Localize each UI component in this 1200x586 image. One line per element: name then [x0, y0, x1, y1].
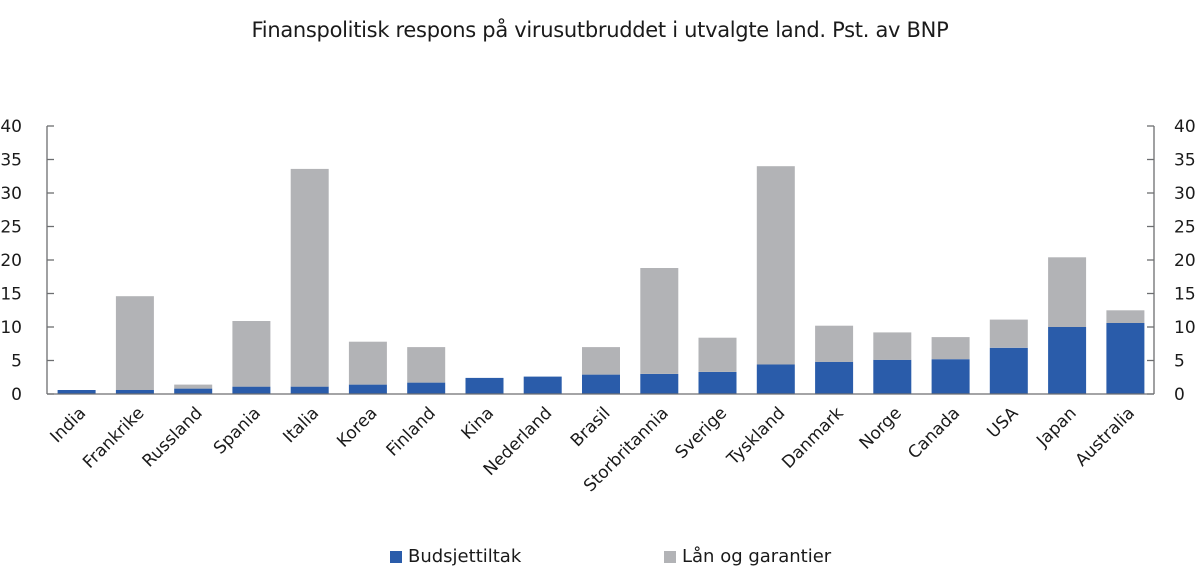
- x-tick-label-australia: Australia: [1072, 403, 1139, 470]
- legend-label-lan-og-garantier: Lån og garantier: [682, 546, 832, 567]
- x-tick-label-finland: Finland: [383, 403, 440, 460]
- bar-budsjettiltak-brasil: [582, 374, 620, 394]
- y-tick-label-right: 20: [1174, 251, 1196, 271]
- chart-title: Finanspolitisk respons på virusutbruddet…: [251, 18, 949, 42]
- y-tick-label-right: 35: [1174, 151, 1196, 171]
- y-tick-label-left: 5: [11, 352, 22, 372]
- y-tick-label-right: 10: [1174, 318, 1196, 338]
- x-tick-label-brasil: Brasil: [567, 403, 615, 451]
- bar-lan-og-garantier-tyskland: [756, 166, 795, 365]
- x-tick-label-usa: USA: [983, 403, 1022, 442]
- bar-lan-og-garantier-spania: [232, 321, 271, 387]
- x-tick-label-norge: Norge: [856, 403, 906, 453]
- bar-budsjettiltak-india: [57, 390, 96, 394]
- bar-lan-og-garantier-korea: [348, 341, 387, 385]
- y-tick-label-right: 25: [1174, 218, 1196, 238]
- legend-item-budsjettiltak: Budsjettiltak: [390, 546, 521, 567]
- y-tick-label-right: 0: [1174, 385, 1185, 405]
- legend: Budsjettiltak Lån og garantier: [0, 546, 1200, 576]
- bar-lan-og-garantier-italia: [290, 168, 329, 387]
- bar-lan-og-garantier-norge: [873, 332, 912, 360]
- bar-lan-og-garantier-finland: [407, 347, 446, 383]
- y-tick-label-left: 25: [0, 218, 22, 238]
- x-tick-label-sverige: Sverige: [671, 403, 731, 463]
- x-tick-label-spania: Spania: [210, 403, 265, 458]
- bar-lan-og-garantier-australia: [1106, 310, 1145, 323]
- y-tick-label-left: 30: [0, 184, 22, 204]
- bar-lan-og-garantier-usa: [989, 319, 1028, 348]
- x-tick-label-kina: Kina: [458, 403, 498, 443]
- y-tick-label-left: 0: [11, 385, 22, 405]
- bar-budsjettiltak-danmark: [815, 361, 854, 394]
- bar-budsjettiltak-frankrike: [115, 390, 154, 394]
- bar-lan-og-garantier-sverige: [698, 337, 737, 372]
- x-tick-label-italia: Italia: [279, 403, 323, 447]
- axes-group: [46, 125, 1155, 395]
- bar-budsjettiltak-finland: [407, 382, 446, 394]
- bar-budsjettiltak-australia: [1106, 323, 1145, 394]
- bar-budsjettiltak-spania: [232, 386, 271, 394]
- bar-budsjettiltak-korea: [348, 384, 387, 394]
- x-tick-label-canada: Canada: [904, 403, 964, 463]
- bar-budsjettiltak-kina: [465, 377, 504, 394]
- legend-item-lan-og-garantier: Lån og garantier: [664, 546, 831, 567]
- bar-lan-og-garantier-storbritannia: [640, 268, 679, 374]
- y-tick-label-right: 5: [1174, 352, 1185, 372]
- x-tick-label-india: India: [47, 403, 91, 447]
- bar-budsjettiltak-russland: [174, 388, 213, 394]
- x-tick-label-danmark: Danmark: [778, 403, 847, 472]
- legend-swatch-budsjettiltak: [390, 550, 402, 563]
- y-tick-label-right: 15: [1174, 285, 1196, 305]
- bar-budsjettiltak-canada: [931, 359, 970, 394]
- bar-budsjettiltak-usa: [989, 347, 1028, 394]
- y-tick-label-left: 10: [0, 318, 22, 338]
- bar-lan-og-garantier-canada: [931, 337, 970, 360]
- legend-label-budsjettiltak: Budsjettiltak: [408, 546, 522, 567]
- bar-lan-og-garantier-russland: [174, 384, 213, 389]
- x-tick-label-japan: Japan: [1032, 403, 1080, 451]
- y-tick-label-right: 40: [1174, 117, 1196, 137]
- x-tick-label-russland: Russland: [139, 403, 207, 471]
- bar-budsjettiltak-norge: [873, 359, 912, 394]
- bar-budsjettiltak-nederland: [523, 376, 562, 394]
- x-tick-label-korea: Korea: [333, 403, 381, 451]
- bar-lan-og-garantier-frankrike: [115, 296, 154, 390]
- bars-group: [57, 166, 1145, 394]
- bar-budsjettiltak-japan: [1048, 327, 1087, 394]
- legend-swatch-lan-og-garantier: [664, 550, 676, 563]
- bar-lan-og-garantier-danmark: [815, 325, 854, 362]
- bar-budsjettiltak-sverige: [698, 371, 737, 394]
- bar-budsjettiltak-tyskland: [756, 364, 795, 394]
- bar-budsjettiltak-italia: [290, 386, 329, 394]
- bar-budsjettiltak-storbritannia: [640, 373, 679, 394]
- bar-lan-og-garantier-brasil: [582, 347, 620, 375]
- y-tick-label-left: 15: [0, 285, 22, 305]
- y-tick-label-left: 40: [0, 117, 22, 137]
- bar-lan-og-garantier-japan: [1048, 257, 1087, 327]
- y-tick-label-right: 30: [1174, 184, 1196, 204]
- x-tick-label-frankrike: Frankrike: [79, 403, 148, 472]
- y-tick-label-left: 35: [0, 151, 22, 171]
- y-tick-label-left: 20: [0, 251, 22, 271]
